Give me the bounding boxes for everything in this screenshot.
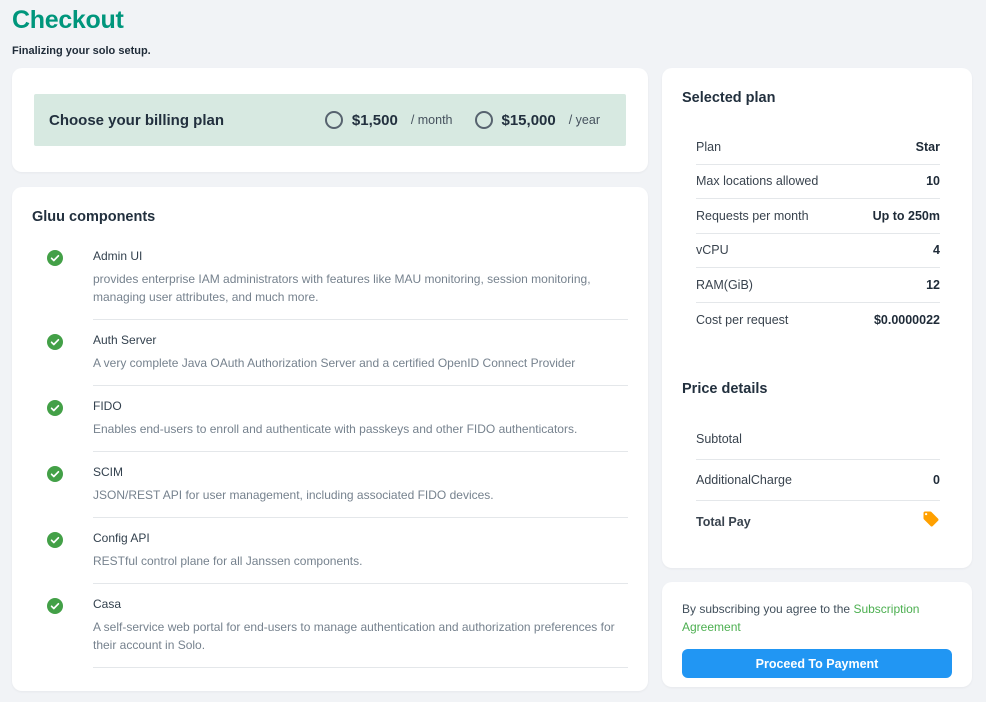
row-label: RAM(GiB): [696, 277, 753, 292]
component-text: FIDO Enables end-users to enroll and aut…: [93, 399, 628, 452]
gluu-components-card: Gluu components Admin UI provides enterp…: [12, 187, 648, 691]
row-label: vCPU: [696, 243, 729, 258]
component-name: Config API: [93, 531, 150, 545]
check-circle-icon: [47, 333, 63, 386]
price-row-additional-charge: AdditionalCharge 0: [696, 460, 940, 501]
page-title: Checkout: [12, 6, 124, 34]
left-column: Choose your billing plan $1,500 / month …: [12, 68, 648, 702]
subscription-agreement-link[interactable]: Subscription Agreement: [682, 602, 920, 634]
row-label: Subtotal: [696, 432, 742, 446]
page-subtitle: Finalizing your solo setup.: [12, 45, 151, 57]
content-columns: Choose your billing plan $1,500 / month …: [12, 68, 974, 702]
table-row-cost-per-request: Cost per request $0.0000022: [696, 303, 940, 338]
row-label: Cost per request: [696, 312, 789, 327]
radio-circle-icon[interactable]: [324, 111, 343, 129]
component-item-fido: FIDO Enables end-users to enroll and aut…: [47, 399, 628, 452]
component-description: Enables end-users to enroll and authenti…: [93, 422, 578, 436]
subscribe-card: By subscribing you agree to the Subscrip…: [662, 582, 972, 687]
billing-plan-band: Choose your billing plan $1,500 / month …: [34, 94, 626, 146]
component-text: Config API RESTful control plane for all…: [93, 531, 628, 584]
component-text: Admin UI provides enterprise IAM adminis…: [93, 249, 628, 320]
row-value: 4: [933, 243, 940, 258]
component-name: Casa: [93, 597, 122, 611]
component-name: FIDO: [93, 399, 122, 413]
component-item-casa: Casa A self-service web portal for end-u…: [47, 597, 628, 668]
price-details-heading: Price details: [682, 381, 768, 397]
check-circle-icon: [47, 399, 63, 452]
yearly-period: / year: [568, 113, 600, 127]
row-label: Total Pay: [696, 514, 751, 529]
row-label: Plan: [696, 139, 722, 154]
monthly-price: $1,500: [351, 111, 398, 129]
price-row-total-pay: Total Pay: [696, 501, 940, 542]
row-label: AdditionalCharge: [696, 473, 792, 487]
row-label: Max locations allowed: [696, 174, 819, 189]
check-circle-icon: [47, 531, 63, 584]
check-circle-icon: [47, 249, 63, 320]
component-description: A very complete Java OAuth Authorization…: [93, 356, 576, 370]
component-text: Auth Server A very complete Java OAuth A…: [93, 333, 628, 386]
row-value: Star: [915, 139, 940, 154]
component-item-admin-ui: Admin UI provides enterprise IAM adminis…: [47, 249, 628, 320]
component-name: SCIM: [93, 465, 123, 479]
component-name: Admin UI: [93, 249, 143, 263]
row-value: Up to 250m: [872, 208, 940, 223]
row-value: 0: [933, 473, 940, 487]
component-description: RESTful control plane for all Janssen co…: [93, 554, 363, 568]
billing-options: $1,500 / month $15,000 / year: [324, 111, 600, 129]
proceed-to-payment-button[interactable]: Proceed To Payment: [682, 649, 952, 678]
gluu-components-heading: Gluu components: [32, 209, 156, 225]
check-circle-icon: [47, 597, 63, 668]
component-item-scim: SCIM JSON/REST API for user management, …: [47, 465, 628, 518]
table-row-vcpu: vCPU 4: [696, 234, 940, 268]
row-value: $0.0000022: [873, 312, 940, 327]
selected-plan-card: Selected plan Plan Star Max locations al…: [662, 68, 972, 568]
table-row-max-locations: Max locations allowed 10: [696, 165, 940, 199]
component-text: Casa A self-service web portal for end-u…: [93, 597, 628, 668]
monthly-period: / month: [410, 113, 453, 127]
billing-plan-heading: Choose your billing plan: [49, 111, 225, 129]
table-row-plan: Plan Star: [696, 130, 940, 165]
billing-plan-card: Choose your billing plan $1,500 / month …: [12, 68, 648, 172]
row-value: 10: [926, 174, 940, 189]
right-column: Selected plan Plan Star Max locations al…: [662, 68, 972, 687]
billing-option-yearly[interactable]: $15,000 / year: [474, 111, 600, 129]
component-name: Auth Server: [93, 333, 157, 347]
agreement-prefix: By subscribing you agree to the: [682, 602, 854, 616]
row-label: Requests per month: [696, 208, 809, 223]
yearly-price: $15,000: [501, 111, 556, 129]
table-row-ram: RAM(GiB) 12: [696, 268, 940, 303]
check-circle-icon: [47, 465, 63, 518]
component-item-config-api: Config API RESTful control plane for all…: [47, 531, 628, 584]
component-description: JSON/REST API for user management, inclu…: [93, 488, 494, 502]
component-description: A self-service web portal for end-users …: [93, 620, 615, 652]
price-tag-icon: [922, 510, 940, 533]
agreement-text: By subscribing you agree to the Subscrip…: [682, 600, 952, 636]
billing-option-monthly[interactable]: $1,500 / month: [324, 111, 453, 129]
radio-circle-icon[interactable]: [474, 111, 493, 129]
component-item-auth-server: Auth Server A very complete Java OAuth A…: [47, 333, 628, 386]
table-row-requests: Requests per month Up to 250m: [696, 199, 940, 234]
component-description: provides enterprise IAM administrators w…: [93, 272, 591, 304]
price-details-table: Subtotal AdditionalCharge 0 Total Pay: [696, 419, 940, 542]
price-row-subtotal: Subtotal: [696, 419, 940, 460]
row-value: 12: [926, 277, 940, 292]
components-list: Admin UI provides enterprise IAM adminis…: [32, 249, 628, 668]
component-text: SCIM JSON/REST API for user management, …: [93, 465, 628, 518]
selected-plan-heading: Selected plan: [682, 90, 776, 106]
selected-plan-table: Plan Star Max locations allowed 10 Reque…: [696, 130, 940, 337]
